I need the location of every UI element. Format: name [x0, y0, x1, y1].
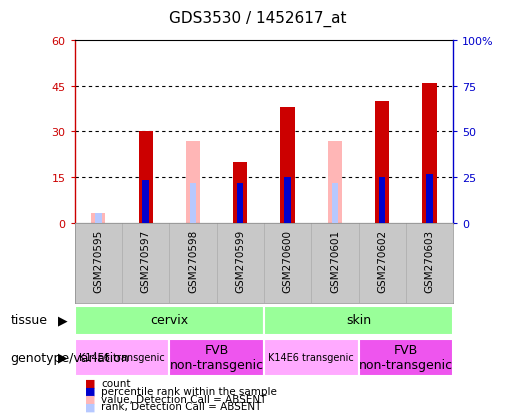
- Bar: [422, 84, 437, 223]
- Text: GSM270602: GSM270602: [377, 230, 387, 292]
- Bar: [95, 214, 101, 223]
- Bar: [358, 339, 453, 376]
- Bar: [426, 175, 433, 223]
- Text: GSM270600: GSM270600: [283, 230, 293, 292]
- Text: value, Detection Call = ABSENT: value, Detection Call = ABSENT: [101, 394, 267, 404]
- Text: GSM270603: GSM270603: [424, 230, 435, 292]
- Text: GDS3530 / 1452617_at: GDS3530 / 1452617_at: [169, 10, 346, 26]
- Bar: [186, 141, 200, 223]
- Bar: [75, 306, 264, 335]
- Text: rank, Detection Call = ABSENT: rank, Detection Call = ABSENT: [101, 401, 262, 411]
- Text: K14E6 transgenic: K14E6 transgenic: [268, 352, 354, 362]
- Bar: [190, 184, 196, 223]
- Text: genotype/variation: genotype/variation: [10, 351, 129, 364]
- Text: K14E6 transgenic: K14E6 transgenic: [79, 352, 165, 362]
- Text: ■: ■: [85, 378, 95, 388]
- Text: percentile rank within the sample: percentile rank within the sample: [101, 386, 278, 396]
- Bar: [375, 102, 389, 223]
- Text: GSM270598: GSM270598: [188, 230, 198, 292]
- Bar: [139, 132, 153, 223]
- Text: ▶: ▶: [58, 313, 67, 326]
- Text: skin: skin: [346, 313, 371, 326]
- Bar: [332, 184, 338, 223]
- Text: ■: ■: [85, 386, 95, 396]
- Text: GSM270597: GSM270597: [141, 230, 151, 292]
- Bar: [264, 306, 453, 335]
- Bar: [264, 339, 358, 376]
- Text: GSM270595: GSM270595: [93, 230, 104, 292]
- Bar: [169, 339, 264, 376]
- Bar: [284, 178, 291, 223]
- Text: cervix: cervix: [150, 313, 188, 326]
- Text: GSM270599: GSM270599: [235, 230, 245, 292]
- Text: ■: ■: [85, 394, 95, 404]
- Text: ▶: ▶: [58, 351, 67, 364]
- Bar: [143, 180, 149, 223]
- Bar: [281, 108, 295, 223]
- Text: ■: ■: [85, 401, 95, 411]
- Text: tissue: tissue: [10, 313, 47, 326]
- Bar: [379, 178, 385, 223]
- Text: FVB
non-transgenic: FVB non-transgenic: [359, 343, 453, 371]
- Text: GSM270601: GSM270601: [330, 230, 340, 292]
- Bar: [237, 184, 244, 223]
- Bar: [75, 339, 169, 376]
- Text: count: count: [101, 378, 131, 388]
- Bar: [328, 141, 342, 223]
- Text: FVB
non-transgenic: FVB non-transgenic: [169, 343, 264, 371]
- Bar: [91, 214, 106, 223]
- Bar: [233, 162, 247, 223]
